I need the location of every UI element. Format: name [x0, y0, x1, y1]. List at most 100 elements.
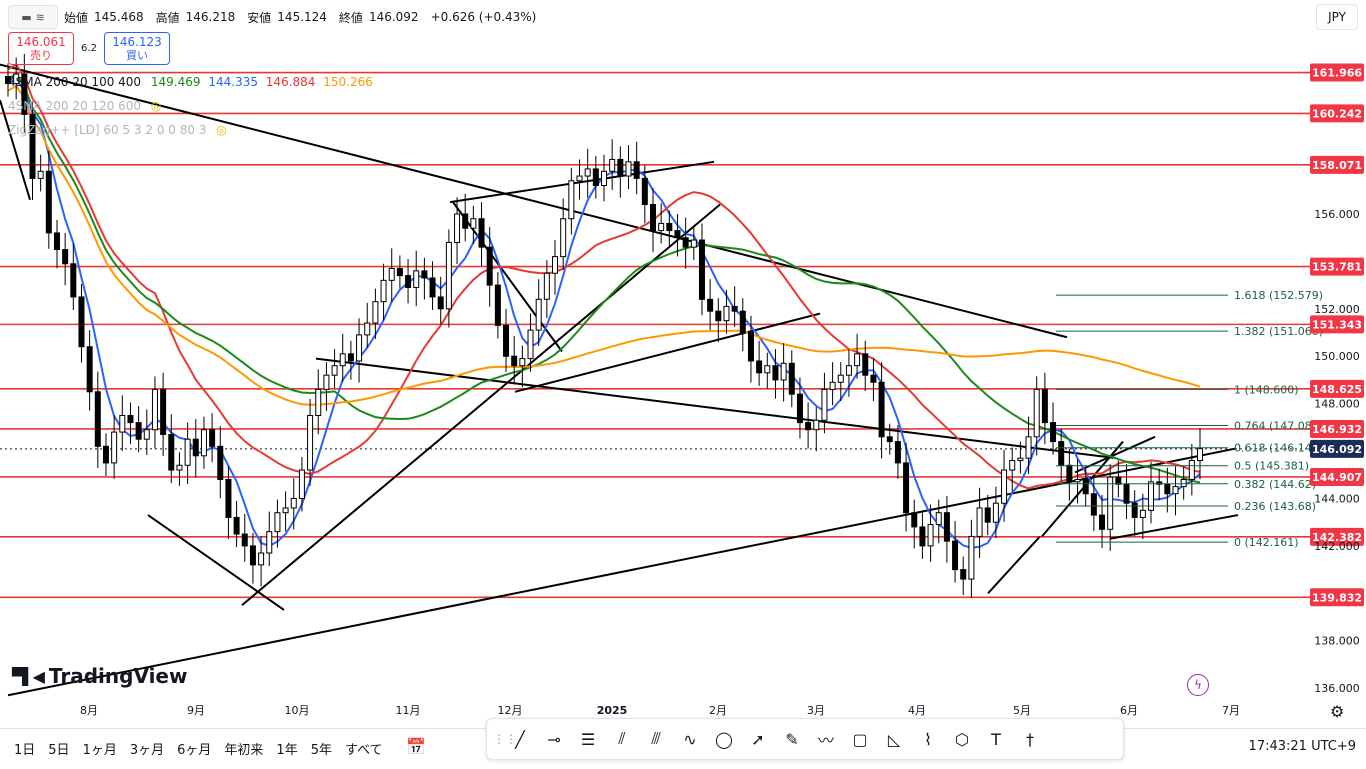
- drag-handle-icon[interactable]: ⋮⋮: [493, 732, 517, 746]
- candle-body: [903, 462, 910, 514]
- candle-body: [135, 422, 142, 440]
- candle-body: [45, 170, 52, 234]
- buy-button[interactable]: 146.123 買い: [104, 32, 170, 65]
- horizontal-lines-icon[interactable]: ☰: [580, 729, 596, 749]
- trendline: [449, 160, 715, 204]
- level-price-label: 151.343: [1312, 318, 1362, 331]
- candle-body: [1099, 514, 1106, 530]
- curve-tool-icon[interactable]: ∿: [683, 729, 697, 749]
- timeframe-6m[interactable]: 6ヶ月: [177, 743, 212, 758]
- time-tick-label: 3月: [807, 704, 825, 717]
- candle-body: [649, 203, 656, 232]
- candle-body: [421, 270, 428, 279]
- candle-body: [519, 358, 526, 367]
- candle-body: [1123, 483, 1130, 504]
- candle-body: [1090, 493, 1097, 516]
- candle-body: [478, 218, 485, 248]
- candle-body: [772, 365, 779, 381]
- level-price-tag: [1310, 155, 1364, 174]
- pattern-tool-icon[interactable]: ⬡: [955, 729, 969, 749]
- candle-body: [249, 545, 256, 566]
- currency-select[interactable]: JPY: [1316, 4, 1358, 30]
- candle-body: [413, 270, 420, 288]
- candle-body: [1107, 476, 1114, 530]
- triangle-tool-icon[interactable]: ◺: [887, 729, 901, 749]
- candle-body: [372, 301, 379, 324]
- moving-averages: [7, 63, 1201, 549]
- horizontal-levels: [0, 71, 1310, 599]
- candle-body: [584, 168, 591, 177]
- candle-body: [429, 277, 436, 298]
- indicator-legend-3[interactable]: ZigZag++ [LD] 60 5 3 2 0 0 80 3 ◎: [8, 123, 227, 137]
- trendline: [1109, 514, 1239, 540]
- sell-button[interactable]: 146.061 売り: [8, 32, 74, 65]
- candle-body: [1115, 476, 1122, 485]
- channel-tool-icon[interactable]: ⫻: [651, 729, 661, 748]
- time-tick-label: 2月: [709, 704, 727, 717]
- parallel-channel-icon[interactable]: ⫽: [618, 729, 626, 748]
- current-price-label: 146.092: [1312, 443, 1362, 456]
- low-value: 145.124: [277, 10, 327, 24]
- rectangle-tool-icon[interactable]: ▢: [852, 729, 868, 749]
- candle-body: [682, 237, 689, 248]
- candle-body: [829, 381, 836, 390]
- timeframe-5y[interactable]: 5年: [310, 743, 332, 758]
- candle-body: [1025, 436, 1032, 459]
- ellipse-tool-icon[interactable]: ◯: [715, 729, 733, 749]
- timeframe-3m[interactable]: 3ヶ月: [129, 743, 165, 758]
- candle-body: [707, 298, 714, 312]
- candle-body: [53, 232, 60, 251]
- timeframe-1m[interactable]: 1ヶ月: [82, 743, 117, 758]
- currency-label: JPY: [1328, 10, 1346, 24]
- level-price-label: 160.242: [1312, 107, 1362, 120]
- timeframe-1y[interactable]: 1年: [276, 743, 298, 758]
- candle-body: [1066, 464, 1073, 483]
- indicator-legend-2[interactable]: 4SMA 200 20 120 600 ◎: [8, 99, 161, 113]
- eye-hidden-icon[interactable]: ◎: [150, 99, 162, 113]
- price-chart[interactable]: 1.618 (152.579) 1.382 (151.060) 1 (148.600…: [0, 0, 1366, 728]
- trendline-tool-icon[interactable]: ╱: [515, 729, 525, 749]
- clock-display[interactable]: 17:43:21 UTC+9: [1248, 739, 1356, 754]
- text-tool-icon[interactable]: T: [991, 729, 1001, 749]
- indicator-name: ZigZag++ [LD] 60 5 3 2 0 0 80 3: [8, 123, 207, 137]
- tv-logo-icon: ▀▌◀: [12, 666, 45, 686]
- candle-body: [1180, 479, 1187, 488]
- candle-body: [225, 479, 232, 518]
- close-label: 終値: [338, 10, 363, 25]
- candle-body: [894, 441, 901, 464]
- level-price-label: 146.932: [1312, 423, 1362, 436]
- indicator-value: 150.266: [323, 75, 373, 89]
- trendline: [0, 99, 31, 201]
- arrow-tool-icon[interactable]: ➚: [751, 729, 765, 749]
- candle-body: [698, 239, 705, 300]
- candle-body: [290, 497, 297, 509]
- timeframe-5d[interactable]: 5日: [48, 743, 70, 758]
- eye-hidden-icon[interactable]: ◎: [216, 123, 227, 137]
- change-value: +0.626 (+0.43%): [430, 10, 537, 24]
- candle-body: [1017, 457, 1024, 462]
- path-tool-icon[interactable]: 〰: [817, 731, 834, 750]
- indicator-legend-1[interactable]: 4SMA 200 20 100 400 149.469 144.335 146.…: [8, 75, 373, 89]
- timeframe-ytd[interactable]: 年初来: [224, 743, 264, 758]
- timeframe-1d[interactable]: 1日: [14, 743, 36, 758]
- anchor-tool-icon[interactable]: †: [1026, 729, 1034, 749]
- trade-panel: 146.061 売り 6.2 146.123 買い: [8, 32, 170, 65]
- horizontal-ray-icon[interactable]: ⊸: [547, 729, 561, 749]
- brush-tool-icon[interactable]: ✎: [785, 729, 799, 749]
- settings-gear-icon[interactable]: ⚙: [1330, 702, 1345, 721]
- time-tick-label: 2025: [597, 704, 628, 717]
- candle-body: [127, 414, 134, 424]
- polyline-tool-icon[interactable]: ⌇: [924, 729, 932, 749]
- calendar-range-icon[interactable]: 📅: [406, 737, 426, 756]
- candle-body: [511, 355, 518, 367]
- legend-toggle-button[interactable]: ▬ ≋: [8, 5, 58, 29]
- timeframe-all[interactable]: すべて: [344, 743, 383, 758]
- candle-body: [976, 507, 983, 537]
- fib-level-label: 0.382 (144.62): [1234, 478, 1316, 491]
- lightning-icon[interactable]: ϟ: [1187, 674, 1209, 696]
- candle-body: [731, 305, 738, 312]
- candle-body: [282, 507, 289, 514]
- candle-body: [462, 213, 469, 229]
- candle-body: [13, 73, 20, 85]
- candle-body: [641, 177, 648, 205]
